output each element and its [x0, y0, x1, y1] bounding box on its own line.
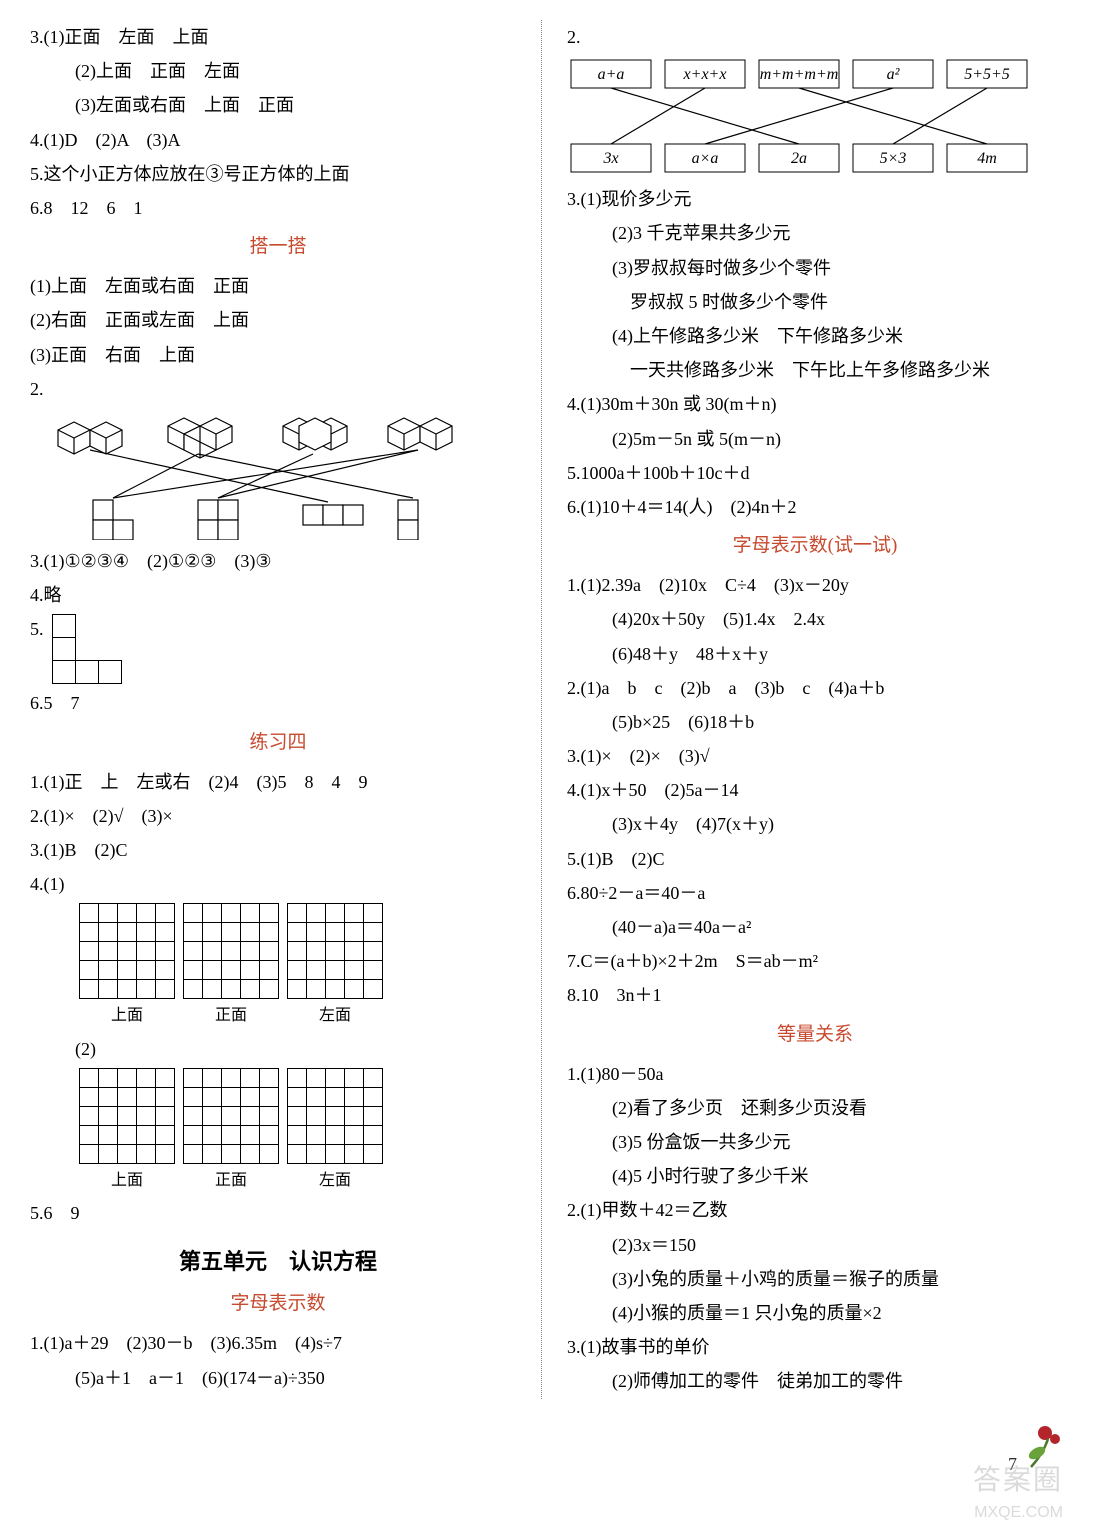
svg-text:a×a: a×a [692, 150, 719, 167]
text-line: 5.6 9 [30, 1196, 526, 1230]
text-line: 7.C＝(a＋b)×2＋2m S＝ab－m² [567, 944, 1063, 978]
text-line: (2) [30, 1032, 526, 1066]
text-line: (2)3 千克苹果共多少元 [567, 216, 1063, 250]
text-line: 5.(1)B (2)C [567, 842, 1063, 876]
svg-text:a²: a² [887, 66, 901, 83]
text-line: (5)b×25 (6)18＋b [567, 705, 1063, 739]
text-line: 4.(1)D (2)A (3)A [30, 123, 526, 157]
svg-text:x+x+x: x+x+x [683, 66, 727, 83]
text-line: (4)上午修路多少米 下午修路多少米 [567, 319, 1063, 353]
page-footer: 7 [30, 1419, 1063, 1459]
grid-set-1: 上面 正面 左面 [75, 901, 526, 1031]
text-line: (5)a＋1 a－1 (6)(174－a)÷350 [30, 1361, 526, 1395]
text-line: (2)看了多少页 还剩多少页没看 [567, 1091, 1063, 1125]
grid-label: 左面 [319, 1166, 351, 1196]
svg-text:m+m+m+m: m+m+m+m [760, 66, 839, 83]
text-line: (40－a)a＝40a－a² [567, 910, 1063, 944]
section-title: 等量关系 [567, 1017, 1063, 1053]
text-line: (1)上面 左面或右面 正面 [30, 269, 526, 303]
text-line: 5.这个小正方体应放在③号正方体的上面 [30, 157, 526, 191]
text-line: (2)师傅加工的零件 徒弟加工的零件 [567, 1364, 1063, 1398]
text-line: (4)5 小时行驶了多少千米 [567, 1159, 1063, 1193]
text-line: 2.(1)a b c (2)b a (3)b c (4)a＋b [567, 671, 1063, 705]
text-line: (3)x＋4y (4)7(x＋y) [567, 807, 1063, 841]
text-line: 2.(1)甲数＋42＝乙数 [567, 1193, 1063, 1227]
text-line: 6.5 7 [30, 686, 526, 720]
text-line: 5. [30, 612, 44, 646]
text-line: 4.(1)30m＋30n 或 30(m＋n) [567, 387, 1063, 421]
text-line: 2.(1)× (2)√ (3)× [30, 799, 526, 833]
text-line: 1.(1)a＋29 (2)30－b (3)6.35m (4)s÷7 [30, 1326, 526, 1360]
text-line: (2)右面 正面或左面 上面 [30, 303, 526, 337]
text-line: 3.(1)B (2)C [30, 833, 526, 867]
svg-text:2a: 2a [791, 150, 807, 167]
text-line: 一天共修路多少米 下午比上午多修路多少米 [567, 353, 1063, 387]
text-line: 1.(1)2.39a (2)10x C÷4 (3)x－20y [567, 568, 1063, 602]
text-line: 6.(1)10＋4＝14(人) (2)4n＋2 [567, 490, 1063, 524]
text-line: 4.(1)x＋50 (2)5a－14 [567, 773, 1063, 807]
text-line: (2)5m－5n 或 5(m－n) [567, 422, 1063, 456]
text-line: 5.1000a＋100b＋10c＋d [567, 456, 1063, 490]
sub-watermark: MXQE.COM [974, 1498, 1063, 1528]
section-title: 字母表示数(试一试) [567, 528, 1063, 564]
svg-text:5+5+5: 5+5+5 [964, 66, 1010, 83]
text-line: 1.(1)正 上 左或右 (2)4 (3)5 8 4 9 [30, 765, 526, 799]
grid-set-2: 上面 正面 左面 [75, 1066, 526, 1196]
text-line: 2. [567, 20, 1063, 54]
svg-text:3x: 3x [602, 150, 618, 167]
grid-label: 左面 [319, 1001, 351, 1031]
cube-match-diagram [38, 410, 458, 540]
text-line: (3)5 份盒饭一共多少元 [567, 1125, 1063, 1159]
small-shape-grid [52, 614, 122, 684]
text-line: (4)20x＋50y (5)1.4x 2.4x [567, 602, 1063, 636]
grid-label: 上面 [111, 1166, 143, 1196]
text-line: 4.(1) [30, 867, 526, 901]
section-title: 字母表示数 [30, 1286, 526, 1322]
section-title: 搭一搭 [30, 229, 526, 265]
text-line: (2)3x＝150 [567, 1228, 1063, 1262]
text-line: (3)正面 右面 上面 [30, 338, 526, 372]
text-line: 3.(1)正面 左面 上面 [30, 20, 526, 54]
text-line: (4)小猴的质量＝1 只小兔的质量×2 [567, 1296, 1063, 1330]
text-line: 3.(1)故事书的单价 [567, 1330, 1063, 1364]
grid-label: 正面 [215, 1001, 247, 1031]
text-line: (6)48＋y 48＋x＋y [567, 637, 1063, 671]
left-column: 3.(1)正面 左面 上面 (2)上面 正面 左面 (3)左面或右面 上面 正面… [30, 20, 542, 1399]
text-line: (3)小兔的质量＋小鸡的质量＝猴子的质量 [567, 1262, 1063, 1296]
text-line: 3.(1)现价多少元 [567, 182, 1063, 216]
section-title: 练习四 [30, 725, 526, 761]
text-line: 8.10 3n＋1 [567, 978, 1063, 1012]
text-line: 3.(1)× (2)× (3)√ [567, 739, 1063, 773]
svg-text:4m: 4m [977, 150, 997, 167]
grid-label: 正面 [215, 1166, 247, 1196]
text-line: 6.8 12 6 1 [30, 191, 526, 225]
text-line: 2. [30, 372, 526, 406]
expression-match-diagram: a+a 3x x+x+x a×a m+m+m+m 2a a² 5×3 5+5+5 4m [567, 58, 1031, 178]
text-line: 3.(1)①②③④ (2)①②③ (3)③ [30, 544, 526, 578]
right-column: 2. a+a 3x x+x+x a×a m+m+m+m 2a a² 5×3 5+5+5 4m 3.… [562, 20, 1063, 1399]
text-line: 1.(1)80－50a [567, 1057, 1063, 1091]
svg-text:5×3: 5×3 [880, 150, 907, 167]
unit-title: 第五单元 认识方程 [30, 1241, 526, 1283]
grid-label: 上面 [111, 1001, 143, 1031]
text-line: (2)上面 正面 左面 [30, 54, 526, 88]
text-line: 罗叔叔 5 时做多少个零件 [567, 285, 1063, 319]
text-line: 4.略 [30, 578, 526, 612]
text-line: (3)罗叔叔每时做多少个零件 [567, 251, 1063, 285]
text-line: (3)左面或右面 上面 正面 [30, 88, 526, 122]
svg-text:a+a: a+a [598, 66, 625, 83]
text-line: 6.80÷2－a＝40－a [567, 876, 1063, 910]
